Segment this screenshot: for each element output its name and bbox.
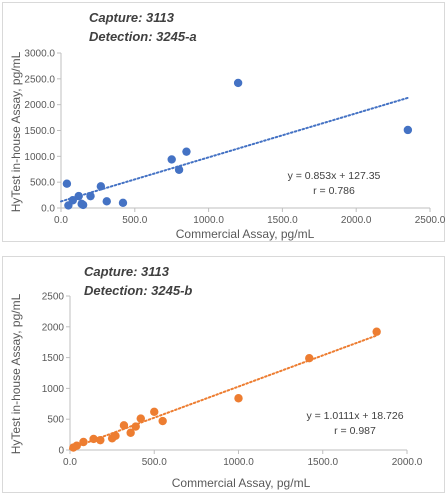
chart-a-y-tick-label: 2000.0 xyxy=(24,100,55,111)
chart-a-y-tick-label: 1000.0 xyxy=(24,152,55,163)
chart-b-y-tick-label: 1500 xyxy=(42,353,65,364)
chart-a-svg: Capture: 3113 Detection: 3245-a 0.0 500.0… xyxy=(9,10,446,241)
chart-b-x-axis-title: Commercial Assay, pg/mL xyxy=(172,476,311,490)
chart-b-data-point xyxy=(136,414,145,423)
chart-b-caption-capture: Capture: 3113 xyxy=(84,264,170,279)
chart-b-x-tick-label: 1500.0 xyxy=(307,457,338,468)
chart-a-data-point xyxy=(78,200,88,210)
chart-b-x-tick-label: 0.0 xyxy=(63,457,77,468)
chart-b-y-tick-label: 2000 xyxy=(42,322,65,333)
chart-a-data-point xyxy=(62,179,72,188)
chart-b-data-point xyxy=(305,354,314,363)
chart-a-data-point xyxy=(96,182,106,191)
chart-b-data-point xyxy=(89,434,98,444)
chart-b-data-point xyxy=(111,431,120,441)
chart-a-x-axis-title: Commercial Assay, pg/mL xyxy=(176,227,315,241)
chart-a-y-tick-label: 1500.0 xyxy=(24,126,55,137)
chart-a-data-point xyxy=(233,78,243,88)
chart-b-data-point xyxy=(79,437,88,447)
chart-a-axes: 0.0 500.0 1000.0 1500.0 2000.0 2500.0 0.0 500.0… xyxy=(24,49,445,227)
chart-a-x-tick-label: 2500.0 xyxy=(415,215,446,226)
chart-b-svg: Capture: 3113 Detection: 3245-b 0.0 500.0… xyxy=(9,264,423,490)
chart-a-r-value: r = 0.786 xyxy=(313,185,355,197)
chart-b-data-point xyxy=(131,422,140,431)
chart-b-data-point xyxy=(234,394,243,403)
chart-a-equation: y = 0.853x + 127.35 xyxy=(288,170,381,182)
chart-b-y-tick-label: 2500 xyxy=(42,292,65,303)
chart-b-data-point xyxy=(96,435,105,445)
chart-panel-b: Capture: 3113 Detection: 3245-b 0.0 500.0… xyxy=(2,256,445,493)
chart-a-x-tick-label: 1000.0 xyxy=(193,215,224,226)
chart-a-caption-capture: Capture: 3113 xyxy=(89,10,175,25)
chart-b-r-value: r = 0.987 xyxy=(334,425,376,437)
chart-a-y-tick-label: 3000.0 xyxy=(24,49,55,60)
chart-b-trendline xyxy=(69,334,378,450)
chart-b-equation: y = 1.0111x + 18.726 xyxy=(306,410,403,422)
chart-b-axes: 0.0 500.0 1000.0 1500.0 2000.0 0 500 1000 1500 20… xyxy=(42,292,423,469)
chart-b-data-point xyxy=(119,421,129,430)
chart-a-caption-detection: Detection: 3245-a xyxy=(89,29,197,44)
chart-a-data-point xyxy=(74,191,83,201)
chart-b-caption-detection: Detection: 3245-b xyxy=(84,283,192,298)
chart-a-y-tick-label: 2500.0 xyxy=(24,74,55,85)
chart-a-data-point xyxy=(68,196,78,205)
chart-a-data-point xyxy=(118,198,128,208)
chart-a-data-point xyxy=(403,125,413,135)
chart-b-y-tick-label: 0 xyxy=(58,446,64,457)
chart-b-x-tick-label: 1000.0 xyxy=(223,457,254,468)
chart-a-y-axis-title: HyTest in-house Assay, pg/mL xyxy=(9,51,23,212)
chart-b-data-point xyxy=(72,441,81,450)
chart-a-data-point xyxy=(174,165,184,174)
chart-b-data-point xyxy=(126,428,135,437)
chart-a-data-point xyxy=(86,191,95,201)
chart-b-x-tick-label: 500.0 xyxy=(142,457,167,468)
chart-b-y-tick-label: 500 xyxy=(47,415,64,426)
chart-a-x-tick-label: 2000.0 xyxy=(341,215,372,226)
chart-a-trendline xyxy=(60,96,409,203)
chart-b-x-tick-label: 2000.0 xyxy=(392,457,423,468)
chart-a-y-tick-label: 500.0 xyxy=(30,178,55,189)
chart-a-data-point xyxy=(102,197,111,206)
chart-b-y-axis-title: HyTest in-house Assay, pg/mL xyxy=(9,293,23,454)
chart-a-data-point xyxy=(182,147,191,156)
chart-a-x-tick-label: 0.0 xyxy=(54,215,68,226)
chart-a-x-tick-label: 1500.0 xyxy=(267,215,298,226)
chart-panel-a: Capture: 3113 Detection: 3245-a 0.0 500.0… xyxy=(2,2,446,242)
chart-b-data-point xyxy=(158,416,167,426)
chart-b-data-point xyxy=(372,327,381,336)
chart-a-y-tick-label: 0.0 xyxy=(41,204,55,215)
chart-b-y-tick-label: 1000 xyxy=(42,384,65,395)
chart-a-x-tick-label: 500.0 xyxy=(122,215,147,226)
chart-a-data-point xyxy=(167,155,176,164)
chart-b-data-point xyxy=(150,407,159,417)
